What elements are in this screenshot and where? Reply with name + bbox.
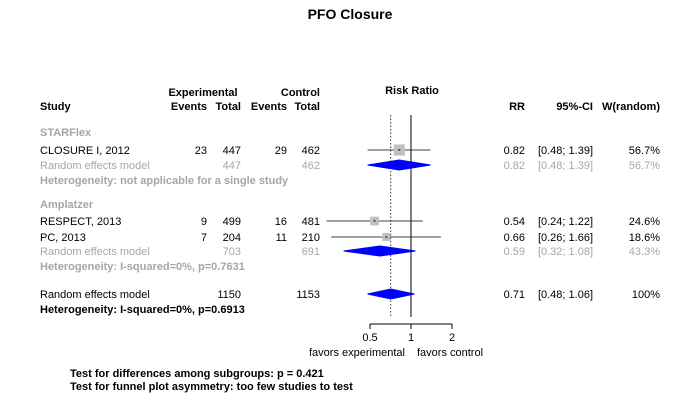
header-ctrl-total: Total	[295, 101, 320, 113]
overall-heterogeneity: Heterogeneity: I-squared=0%, p=0.6913	[40, 304, 245, 316]
study-row-0-0-rr: 0.82	[504, 145, 525, 157]
axis-label-favors-experimental: favors experimental	[309, 347, 405, 359]
study-row-1-0-rr: 0.54	[504, 216, 525, 228]
study-row-1-0-ctrl-events: 16	[275, 216, 287, 228]
study-row-1-1-ctrl-total: 210	[302, 232, 320, 244]
subgroup-pooled-1-label: Random effects model	[40, 246, 150, 258]
x-axis-tick-label: 0.5	[362, 332, 377, 344]
footnote-subgroup-test: Test for differences among subgroups: p …	[70, 368, 324, 380]
subgroup-pooled-0-label: Random effects model	[40, 160, 150, 172]
subgroup-pooled-1-ctrl-total: 691	[302, 246, 320, 258]
footnote-funnel-test: Test for funnel plot asymmetry: too few …	[70, 381, 353, 393]
subgroup-pooled-1-exp-total: 703	[223, 246, 241, 258]
x-axis-tick-label: 2	[449, 332, 455, 344]
forest-rows: STARFlex CLOSURE I, 2012 23 447 29 462 0.82 [0.…	[40, 127, 660, 316]
subgroup-pooled-1-diamond	[344, 246, 416, 256]
chart-title: PFO Closure	[308, 6, 393, 22]
overall-ctrl-total: 1153	[296, 289, 320, 301]
study-row-1-0-ci: [0.24; 1.22]	[538, 216, 593, 228]
subgroup-heterogeneity-1: Heterogeneity: I-squared=0%, p=0.7631	[40, 261, 245, 273]
study-row-1-1-rr: 0.66	[504, 232, 525, 244]
forest-plot-area: 0.5 1 2 favors experimental favors control	[309, 115, 483, 359]
header-ctrl-events: Events	[251, 101, 287, 113]
study-row-1-1-ci: [0.26; 1.66]	[538, 232, 593, 244]
study-row-1-1-exp-total: 204	[223, 232, 241, 244]
axis-label-favors-control: favors control	[417, 347, 483, 359]
header-weight: W(random)	[602, 101, 660, 113]
study-row-0-0-point	[398, 149, 400, 151]
header-control: Control	[281, 87, 320, 99]
study-row-1-0-name: RESPECT, 2013	[40, 216, 121, 228]
overall-rr: 0.71	[504, 289, 525, 301]
study-row-1-1-point	[385, 236, 387, 238]
study-row-1-0-point	[374, 220, 376, 222]
subgroup-pooled-0-diamond	[368, 160, 431, 170]
study-row-0-0-exp-events: 23	[195, 145, 207, 157]
study-row-0-0-ci: [0.48; 1.39]	[538, 145, 593, 157]
header-ci: 95%-CI	[556, 101, 593, 113]
study-row-1-1-name: PC, 2013	[40, 232, 86, 244]
header-study: Study	[40, 101, 71, 113]
study-row-1-0-exp-total: 499	[223, 216, 241, 228]
study-row-1-0-ctrl-total: 481	[302, 216, 320, 228]
overall-diamond	[368, 289, 415, 299]
subgroup-pooled-0-rr: 0.82	[504, 160, 525, 172]
header-experimental: Experimental	[168, 87, 237, 99]
study-row-1-1-weight: 18.6%	[629, 232, 660, 244]
overall-ci: [0.48; 1.06]	[538, 289, 593, 301]
study-row-0-0-weight: 56.7%	[629, 145, 660, 157]
header-rr: RR	[509, 101, 525, 113]
overall-weight: 100%	[632, 289, 660, 301]
study-row-1-1-ctrl-events: 11	[276, 232, 287, 244]
subgroup-pooled-0-ci: [0.48; 1.39]	[538, 160, 593, 172]
header-exp-total: Total	[216, 101, 241, 113]
overall-exp-total: 1150	[217, 289, 241, 301]
header-exp-events: Events	[171, 101, 207, 113]
subgroup-pooled-0-ctrl-total: 462	[302, 160, 320, 172]
study-row-1-1-exp-events: 7	[201, 232, 207, 244]
study-row-0-0-name: CLOSURE I, 2012	[40, 145, 130, 157]
subgroup-label: STARFlex	[40, 127, 92, 139]
study-row-0-0-ctrl-events: 29	[275, 145, 287, 157]
subgroup-pooled-1-ci: [0.32; 1.08]	[538, 246, 593, 258]
study-row-1-0-weight: 24.6%	[629, 216, 660, 228]
subgroup-heterogeneity-0: Heterogeneity: not applicable for a sing…	[40, 175, 289, 187]
x-axis-tick-label: 1	[408, 332, 414, 344]
study-row-1-0-exp-events: 9	[201, 216, 207, 228]
overall-label: Random effects model	[40, 289, 150, 301]
subgroup-pooled-0-exp-total: 447	[223, 160, 241, 172]
subgroup-pooled-1-weight: 43.3%	[629, 246, 660, 258]
header-risk-ratio: Risk Ratio	[385, 85, 439, 97]
study-row-0-0-ctrl-total: 462	[302, 145, 320, 157]
subgroup-pooled-1-rr: 0.59	[504, 246, 525, 258]
subgroup-label: Amplatzer	[40, 199, 94, 211]
subgroup-pooled-0-weight: 56.7%	[629, 160, 660, 172]
study-row-0-0-exp-total: 447	[223, 145, 241, 157]
